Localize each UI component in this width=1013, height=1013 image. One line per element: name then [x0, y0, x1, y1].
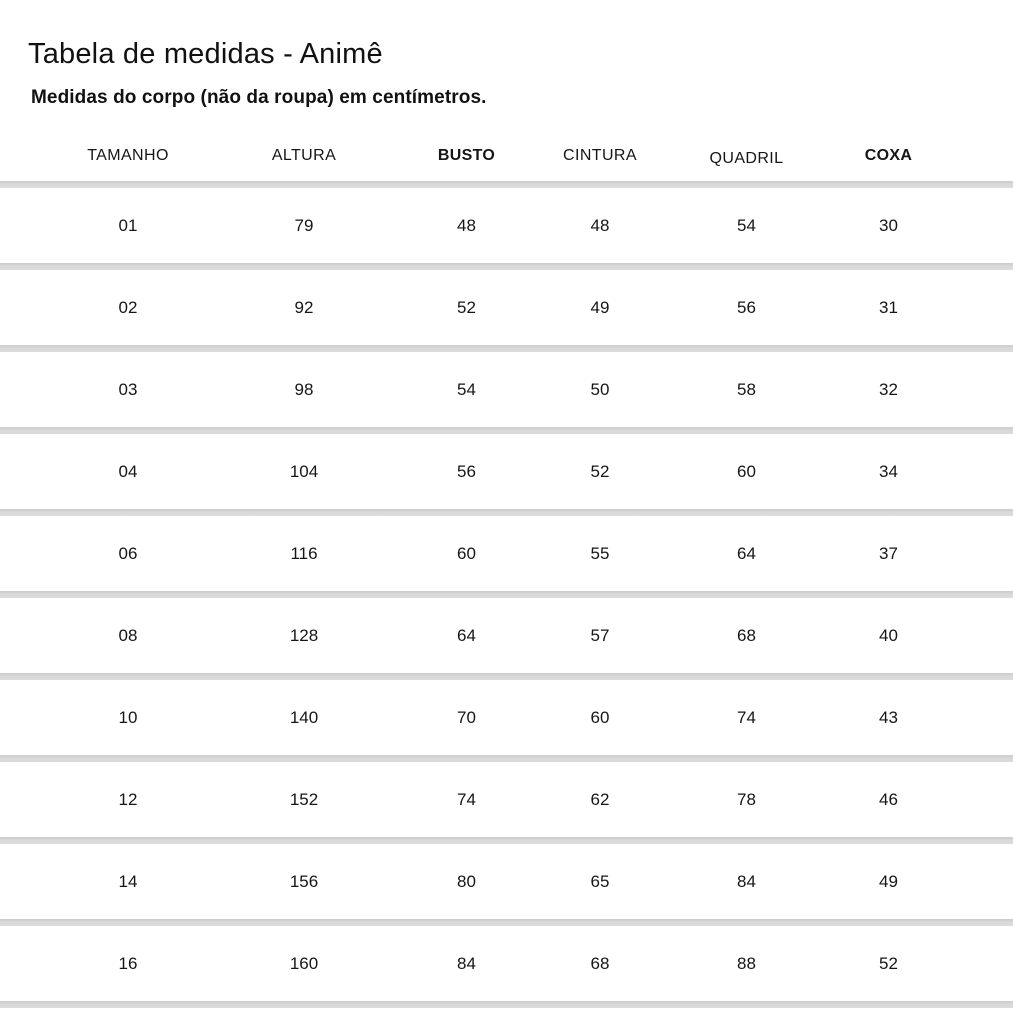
- measurement-cell: 60: [590, 707, 610, 727]
- measurement-cell: 68: [590, 953, 610, 973]
- table-body: 01 79 48 48 54 30 02 92 52 49 56 31 03 98 54 50 58 32 04 10…: [0, 181, 1013, 1008]
- measurement-cell: 78: [737, 789, 756, 809]
- measurement-cell: 52: [457, 297, 476, 317]
- measurement-cell: 57: [590, 625, 610, 645]
- measurements-table: TAMANHO ALTURA BUSTO CINTURA QUADRIL COXA 01 7…: [0, 131, 1013, 1008]
- measurement-cell: 49: [879, 871, 898, 891]
- measurement-cell: 52: [590, 461, 610, 481]
- measurement-cell: 116: [290, 543, 318, 563]
- measurement-cell: 40: [879, 625, 898, 645]
- measurement-cell: 70: [457, 707, 476, 727]
- column-header-altura: ALTURA: [271, 147, 337, 164]
- measurement-cell: 37: [879, 543, 898, 563]
- row-divider: [0, 591, 1013, 598]
- measurement-cell: 104: [289, 461, 319, 481]
- measurement-cell: 60: [737, 461, 756, 481]
- row-divider: [0, 263, 1013, 270]
- measurement-cell: 56: [457, 461, 476, 481]
- measurement-cell: 160: [289, 953, 319, 973]
- measurement-cell: 50: [590, 379, 610, 399]
- row-divider: [0, 509, 1013, 516]
- measurement-cell: 46: [879, 789, 898, 809]
- measurement-cell: 156: [289, 871, 319, 891]
- table-row: 12 152 74 62 78 46: [0, 762, 1013, 837]
- row-divider: [0, 919, 1013, 926]
- table-row: 03 98 54 50 58 32: [0, 352, 1013, 427]
- size-cell: 01: [118, 215, 138, 235]
- measurement-cell: 140: [289, 707, 319, 727]
- measurement-cell: 88: [737, 953, 756, 973]
- measurement-cell: 49: [590, 297, 610, 317]
- measurement-cell: 48: [457, 215, 476, 235]
- measurement-cell: 58: [737, 379, 756, 399]
- row-divider: [0, 345, 1013, 352]
- measurement-cell: 74: [737, 707, 756, 727]
- column-header-coxa: COXA: [864, 147, 913, 164]
- size-cell: 16: [118, 953, 138, 973]
- table-row: 02 92 52 49 56 31: [0, 270, 1013, 345]
- size-cell: 06: [118, 543, 138, 563]
- measurement-cell: 128: [289, 625, 319, 645]
- measurement-cell: 30: [879, 215, 898, 235]
- measurement-cell: 64: [457, 625, 476, 645]
- table-row: 16 160 84 68 88 52: [0, 926, 1013, 1001]
- measurement-cell: 84: [457, 953, 476, 973]
- size-cell: 04: [118, 461, 138, 481]
- page-subtitle: Medidas do corpo (não da roupa) em centí…: [31, 87, 487, 108]
- size-cell: 12: [118, 789, 138, 809]
- measurement-cell: 48: [590, 215, 610, 235]
- table-row: 06 116 60 55 64 37: [0, 516, 1013, 591]
- measurement-cell: 84: [737, 871, 756, 891]
- measurement-cell: 54: [737, 215, 756, 235]
- measurement-cell: 55: [590, 543, 610, 563]
- row-divider: [0, 427, 1013, 434]
- table-row: 10 140 70 60 74 43: [0, 680, 1013, 755]
- measurement-cell: 43: [879, 707, 898, 727]
- measurement-cell: 98: [294, 379, 314, 399]
- measurement-cell: 152: [289, 789, 319, 809]
- size-cell: 08: [118, 625, 138, 645]
- measurement-cell: 68: [737, 625, 756, 645]
- measurement-cell: 65: [590, 871, 610, 891]
- measurement-cell: 60: [457, 543, 476, 563]
- row-divider: [0, 181, 1013, 188]
- measurement-cell: 56: [737, 297, 756, 317]
- measurement-cell: 31: [879, 297, 898, 317]
- measurement-cell: 92: [294, 297, 314, 317]
- measurement-cell: 54: [457, 379, 476, 399]
- size-cell: 10: [118, 707, 138, 727]
- table-header-row: TAMANHO ALTURA BUSTO CINTURA QUADRIL COXA: [0, 131, 1013, 181]
- row-divider: [0, 673, 1013, 680]
- row-divider: [0, 1001, 1013, 1008]
- table-row: 08 128 64 57 68 40: [0, 598, 1013, 673]
- measurement-cell: 32: [879, 379, 898, 399]
- row-divider: [0, 755, 1013, 762]
- size-cell: 02: [118, 297, 138, 317]
- measurement-cell: 62: [590, 789, 610, 809]
- column-header-tamanho: TAMANHO: [87, 147, 169, 164]
- row-divider: [0, 837, 1013, 844]
- table-row: 04 104 56 52 60 34: [0, 434, 1013, 509]
- measurement-cell: 64: [737, 543, 756, 563]
- column-header-quadril: QUADRIL: [709, 150, 784, 167]
- page-title: Tabela de medidas - Animê: [28, 38, 383, 70]
- measurement-cell: 52: [879, 953, 898, 973]
- size-cell: 14: [118, 871, 138, 891]
- table-row: 01 79 48 48 54 30: [0, 188, 1013, 263]
- measurement-cell: 74: [457, 789, 476, 809]
- size-cell: 03: [118, 379, 138, 399]
- measurement-cell: 80: [457, 871, 476, 891]
- table-row: 14 156 80 65 84 49: [0, 844, 1013, 919]
- column-header-cintura: CINTURA: [563, 147, 637, 164]
- measurement-cell: 34: [879, 461, 898, 481]
- column-header-busto: BUSTO: [437, 147, 496, 164]
- measurement-cell: 79: [294, 215, 314, 235]
